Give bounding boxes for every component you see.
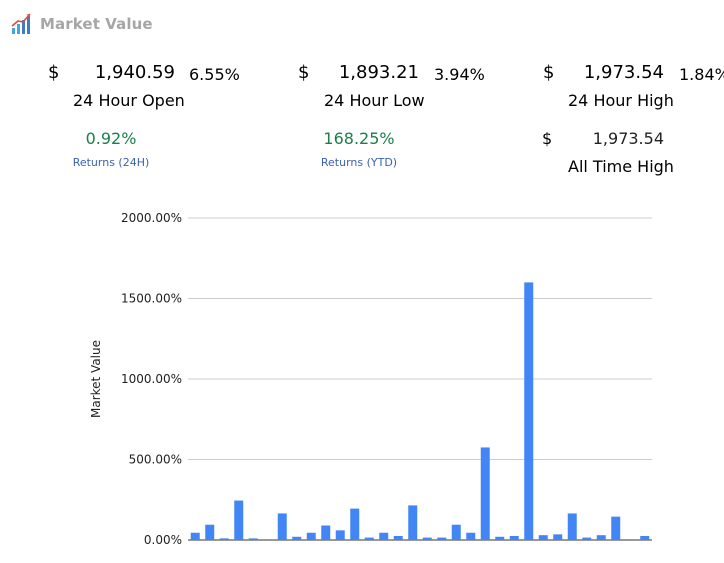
y-tick-label: 1500.00% bbox=[121, 292, 182, 306]
chart-bar[interactable] bbox=[625, 539, 635, 540]
chart-bar[interactable] bbox=[553, 534, 563, 540]
stat-returns-ytd: 168.25% Returns (YTD) bbox=[308, 129, 410, 169]
chart-bar[interactable] bbox=[640, 535, 650, 540]
currency-symbol: $ bbox=[298, 62, 310, 83]
chart-bar[interactable] bbox=[306, 532, 316, 540]
stat-change: 3.94% bbox=[434, 65, 485, 84]
currency-symbol: $ bbox=[543, 62, 555, 83]
chart-bar[interactable] bbox=[538, 535, 548, 540]
stat-24h-high: $ 1,973.54 bbox=[543, 62, 664, 86]
stat-label: Returns (YTD) bbox=[320, 156, 398, 169]
stat-value: 1,973.54 bbox=[583, 62, 664, 83]
stat-label: All Time High bbox=[568, 157, 674, 176]
chart-bar[interactable] bbox=[466, 532, 476, 540]
chart-bar[interactable] bbox=[408, 505, 418, 540]
chart-bar[interactable] bbox=[190, 532, 200, 540]
chart-bar[interactable] bbox=[582, 537, 592, 540]
chart-bar[interactable] bbox=[335, 530, 345, 540]
y-axis-label: Market Value bbox=[89, 340, 103, 418]
page-title: Market Value bbox=[40, 15, 153, 33]
stat-change: 1.84% bbox=[679, 65, 724, 84]
chart-bar[interactable] bbox=[596, 535, 606, 540]
chart-bar[interactable] bbox=[292, 536, 302, 540]
chart-bar[interactable] bbox=[379, 532, 389, 540]
stat-label: 24 Hour Open bbox=[73, 91, 185, 110]
chart-bar[interactable] bbox=[277, 513, 287, 540]
stat-value: 1,940.59 bbox=[94, 62, 175, 83]
stat-value: 1,973.54 bbox=[592, 129, 664, 148]
chart-bar[interactable] bbox=[263, 539, 273, 540]
stat-label: 24 Hour Low bbox=[324, 91, 425, 110]
stat-label: Returns (24H) bbox=[72, 156, 150, 169]
y-tick-label: 0.00% bbox=[144, 533, 182, 547]
chart-bar[interactable] bbox=[205, 524, 215, 540]
chart-bar[interactable] bbox=[495, 536, 505, 540]
chart-bar[interactable] bbox=[451, 524, 461, 540]
chart-bar[interactable] bbox=[567, 513, 577, 540]
chart-bar[interactable] bbox=[611, 516, 621, 540]
chart-bar[interactable] bbox=[480, 447, 490, 540]
y-tick-label: 1000.00% bbox=[121, 372, 182, 386]
stat-change: 6.55% bbox=[189, 65, 240, 84]
stat-returns-24h: 0.92% Returns (24H) bbox=[60, 129, 162, 169]
stat-value: 168.25% bbox=[323, 129, 395, 148]
chart-bar[interactable] bbox=[321, 525, 331, 540]
chart-bar[interactable] bbox=[234, 500, 244, 540]
stat-all-time-high: $ 1,973.54 bbox=[542, 129, 664, 151]
header: Market Value bbox=[10, 9, 153, 39]
stat-24h-open: $ 1,940.59 bbox=[48, 62, 175, 112]
currency-symbol: $ bbox=[542, 129, 553, 148]
chart-bar[interactable] bbox=[350, 508, 360, 540]
stat-value: 1,893.21 bbox=[338, 62, 419, 83]
chart-bar[interactable] bbox=[364, 537, 374, 540]
stat-24h-low: $ 1,893.21 bbox=[298, 62, 419, 86]
chart-bar[interactable] bbox=[422, 537, 432, 540]
chart-bar[interactable] bbox=[219, 538, 229, 540]
chart-logo-icon bbox=[11, 13, 31, 34]
chart-bar[interactable] bbox=[509, 535, 519, 540]
currency-symbol: $ bbox=[48, 62, 60, 83]
chart-bar[interactable] bbox=[248, 538, 258, 540]
y-tick-label: 2000.00% bbox=[121, 211, 182, 225]
chart-bar[interactable] bbox=[393, 535, 403, 540]
chart-bar[interactable] bbox=[437, 537, 447, 540]
stat-label: 24 Hour High bbox=[568, 91, 674, 110]
chart-bar[interactable] bbox=[524, 282, 534, 540]
y-tick-label: 500.00% bbox=[129, 453, 182, 467]
stat-value: 0.92% bbox=[85, 129, 137, 148]
